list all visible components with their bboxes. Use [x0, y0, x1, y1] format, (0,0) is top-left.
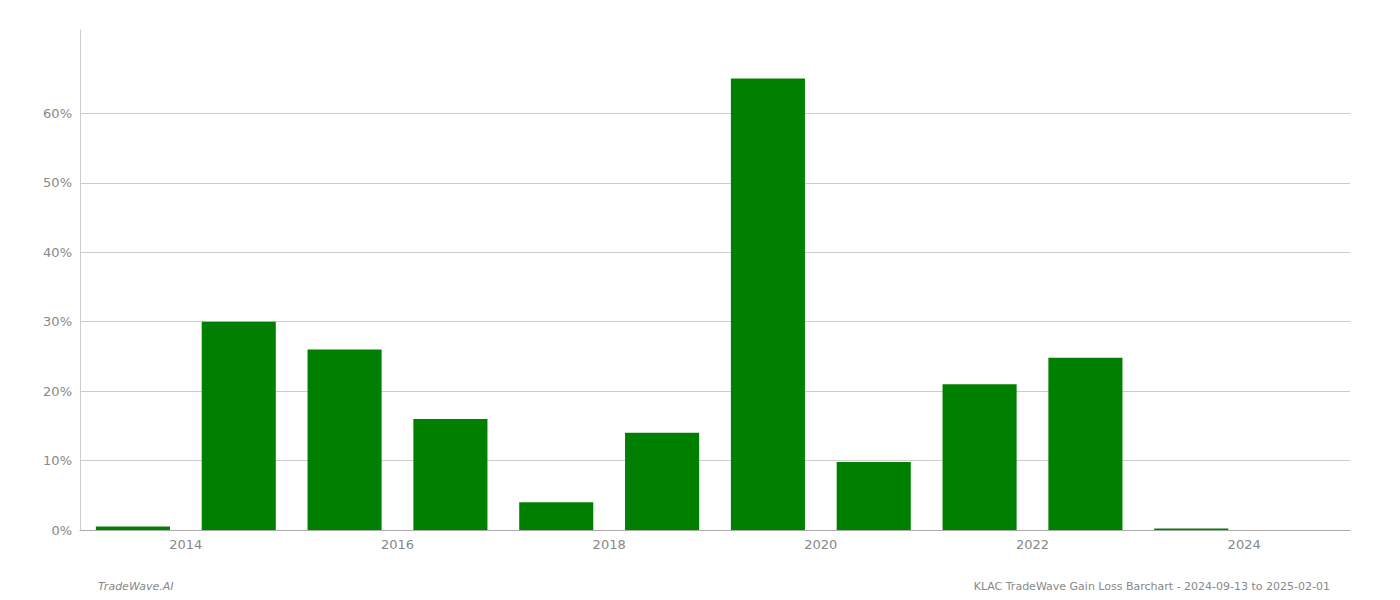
svg-text:KLAC TradeWave Gain Loss Barch: KLAC TradeWave Gain Loss Barchart - 2024… — [974, 580, 1330, 593]
svg-text:50%: 50% — [43, 175, 72, 190]
svg-text:20%: 20% — [43, 384, 72, 399]
svg-text:0%: 0% — [51, 523, 72, 538]
svg-text:2020: 2020 — [804, 537, 837, 552]
svg-text:30%: 30% — [43, 314, 72, 329]
svg-text:2014: 2014 — [169, 537, 202, 552]
svg-text:60%: 60% — [43, 106, 72, 121]
svg-text:2016: 2016 — [381, 537, 414, 552]
svg-text:10%: 10% — [43, 453, 72, 468]
svg-text:2018: 2018 — [593, 537, 626, 552]
svg-text:2024: 2024 — [1228, 537, 1261, 552]
svg-text:TradeWave.AI: TradeWave.AI — [98, 580, 173, 593]
svg-text:40%: 40% — [43, 245, 72, 260]
svg-text:2022: 2022 — [1016, 537, 1049, 552]
